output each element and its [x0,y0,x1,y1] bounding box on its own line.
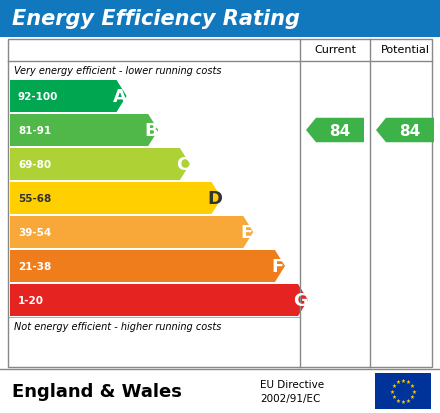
Bar [8,40,432,367]
Polygon shape [306,119,364,143]
Text: ★: ★ [400,399,405,404]
Text: 55-68: 55-68 [18,194,51,204]
Text: G: G [293,291,308,309]
Text: ★: ★ [391,394,396,399]
Text: 21-38: 21-38 [18,261,51,271]
Text: Not energy efficient - higher running costs: Not energy efficient - higher running co… [14,321,221,331]
Text: Very energy efficient - lower running costs: Very energy efficient - lower running co… [14,66,221,76]
Text: 2002/91/EC: 2002/91/EC [260,393,320,403]
Text: ★: ★ [391,383,396,388]
Text: 1-20: 1-20 [18,295,44,305]
Text: A: A [113,88,126,106]
Text: ★: ★ [406,379,411,384]
Text: C: C [176,156,190,173]
Text: ★: ★ [406,398,411,403]
Text: ★: ★ [410,383,415,388]
Bar [375,373,431,409]
Polygon shape [10,284,308,316]
Bar [0,0,440,38]
Text: F: F [272,257,284,275]
Text: EU Directive: EU Directive [260,379,324,389]
Text: Potential: Potential [381,45,429,55]
Text: ★: ★ [390,389,395,394]
Polygon shape [10,115,158,147]
Text: Energy Efficiency Rating: Energy Efficiency Rating [12,9,300,29]
Text: B: B [144,122,158,140]
Text: 69-80: 69-80 [18,159,51,170]
Text: ★: ★ [410,394,415,399]
Text: 84: 84 [330,123,351,138]
Text: England & Wales: England & Wales [12,382,182,400]
Text: Current: Current [314,45,356,55]
Text: 84: 84 [400,123,421,138]
Text: ★: ★ [400,378,405,383]
Text: E: E [240,223,253,242]
Polygon shape [10,149,190,180]
Polygon shape [10,183,222,214]
Text: 39-54: 39-54 [18,228,51,237]
Text: D: D [207,190,222,207]
Text: 81-91: 81-91 [18,126,51,136]
Polygon shape [10,81,127,113]
Text: 92-100: 92-100 [18,92,59,102]
Text: ★: ★ [411,389,416,394]
Polygon shape [10,250,285,282]
Text: ★: ★ [395,398,400,403]
Text: ★: ★ [395,379,400,384]
Polygon shape [376,119,434,143]
Polygon shape [10,216,253,248]
